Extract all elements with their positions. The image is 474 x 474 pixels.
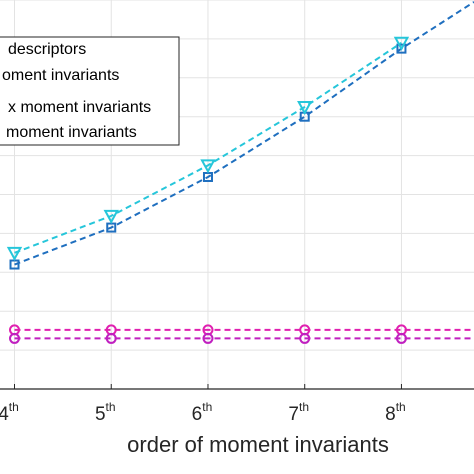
series-2-line xyxy=(14,41,403,254)
data-point-triangle xyxy=(6,246,23,261)
data-point-circle xyxy=(9,332,21,344)
x-tick-label: 7th xyxy=(288,400,309,425)
x-axis-label: order of moment invariants xyxy=(127,432,389,457)
x-tick-labels: 4th 5th 6th 7th 8th xyxy=(0,384,406,425)
legend-entry-3: x moment invariants xyxy=(8,99,151,116)
data-point-triangle xyxy=(200,159,216,174)
data-point-square xyxy=(396,43,407,54)
x-tick-label: 6th xyxy=(192,400,213,425)
x-tick-label: 4th xyxy=(0,400,19,425)
data-point-circle xyxy=(299,332,311,344)
legend-box xyxy=(0,36,180,146)
data-point-triangle xyxy=(393,36,410,51)
legend-entry-2: oment invariants xyxy=(2,67,119,84)
data-point-circle xyxy=(202,332,214,344)
x-tick-label: 5th xyxy=(95,400,116,425)
series-2 xyxy=(6,36,410,261)
x-tick-label: 8th xyxy=(385,400,406,425)
legend-entry-1: descriptors xyxy=(8,41,86,58)
data-point-triangle xyxy=(103,209,119,224)
legend: descriptors oment invariants x moment in… xyxy=(0,36,180,146)
legend-entry-4: moment invariants xyxy=(6,124,137,141)
data-point-triangle xyxy=(297,100,313,116)
data-point-circle xyxy=(105,332,117,344)
data-point-circle xyxy=(395,332,407,344)
series-4 xyxy=(9,332,474,344)
series-1 xyxy=(9,1,474,270)
series-3 xyxy=(9,324,474,336)
series-layer xyxy=(6,1,474,344)
